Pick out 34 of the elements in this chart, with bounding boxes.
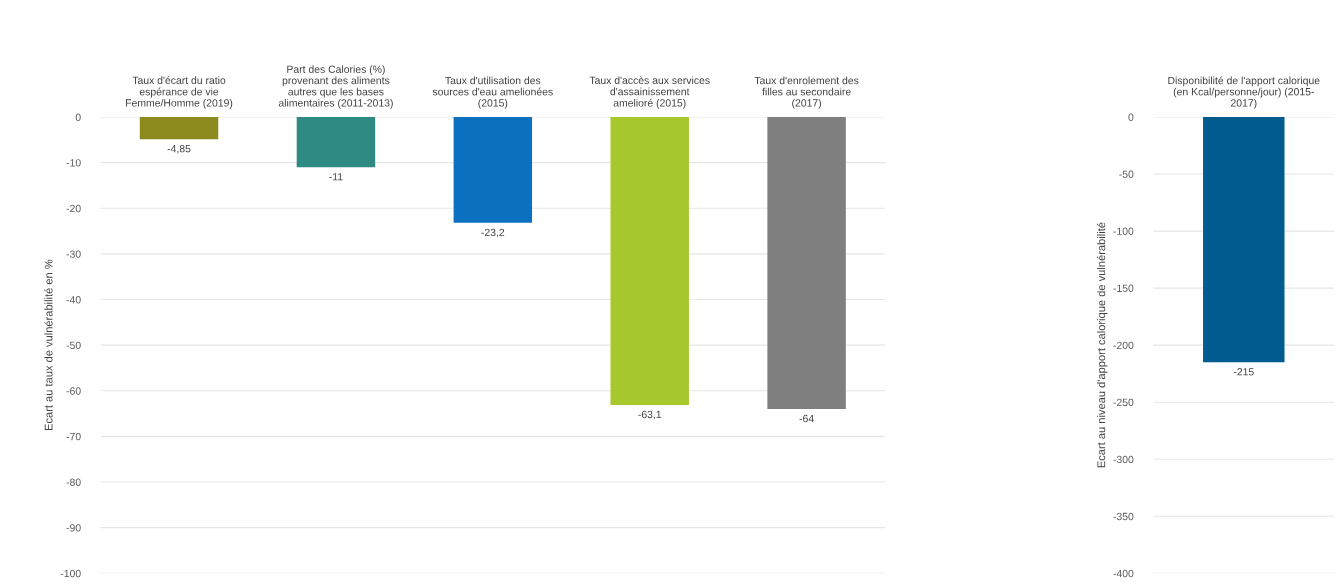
data-label: -4,85 bbox=[167, 144, 191, 154]
y-tick-label: -20 bbox=[66, 204, 81, 213]
y-tick-label: -300 bbox=[1113, 455, 1134, 464]
y-tick-label: -50 bbox=[1119, 170, 1134, 178]
data-label: -63,1 bbox=[638, 410, 662, 420]
y-tick-label: -200 bbox=[1113, 341, 1134, 350]
data-label: -23,2 bbox=[481, 228, 505, 238]
x-tick-label: Disponibilité de l'apport calorique (en Kcal/personne/jour) (2015- 2017) bbox=[1168, 76, 1320, 109]
y-tick-label: -50 bbox=[66, 341, 81, 350]
y-tick-label: -150 bbox=[1113, 284, 1134, 292]
data-label: -215 bbox=[1233, 368, 1254, 376]
x-tick-label: Taux d'enrolement des filles au secondaire (2017) bbox=[754, 76, 859, 109]
y-tick-label: -10 bbox=[66, 159, 81, 167]
x-tick-label: Taux d'utilisation des sources d'eau amelionées (2015) bbox=[432, 76, 553, 109]
y-tick-label: -350 bbox=[1113, 512, 1134, 521]
y-tick-label: -250 bbox=[1113, 398, 1134, 407]
x-tick-label: Taux d'écart du ratio espérance de vie Femme/Homme (2019) bbox=[126, 76, 233, 109]
y-tick-label: -80 bbox=[66, 478, 81, 486]
y-tick-label: -40 bbox=[66, 296, 81, 304]
y-tick-label: -30 bbox=[66, 250, 81, 258]
y-axis-title: Ecart au niveau d'apport calorique de vulnérabilité bbox=[1096, 222, 1108, 468]
x-tick-label: Part des Calories (%) provenant des aliments autres que les bases alimentaires (2011-2013) bbox=[278, 65, 393, 109]
y-tick-label: -400 bbox=[1113, 569, 1134, 578]
y-tick-label: 0 bbox=[75, 113, 81, 121]
data-label: -11 bbox=[329, 173, 343, 181]
x-tick-label: Taux d'accès aux services d'assainissement amelioré (2015) bbox=[589, 76, 710, 109]
y-tick-label: -90 bbox=[66, 524, 81, 532]
y-tick-label: -70 bbox=[66, 432, 81, 441]
y-tick-label: -60 bbox=[66, 387, 81, 395]
y-axis-title: Ecart au taux de vulnérabilité en % bbox=[44, 259, 53, 431]
y-tick-label: 0 bbox=[1128, 113, 1134, 121]
y-tick-label: -100 bbox=[1113, 227, 1134, 235]
data-label: -64 bbox=[799, 414, 814, 423]
y-tick-label: -100 bbox=[60, 569, 81, 578]
